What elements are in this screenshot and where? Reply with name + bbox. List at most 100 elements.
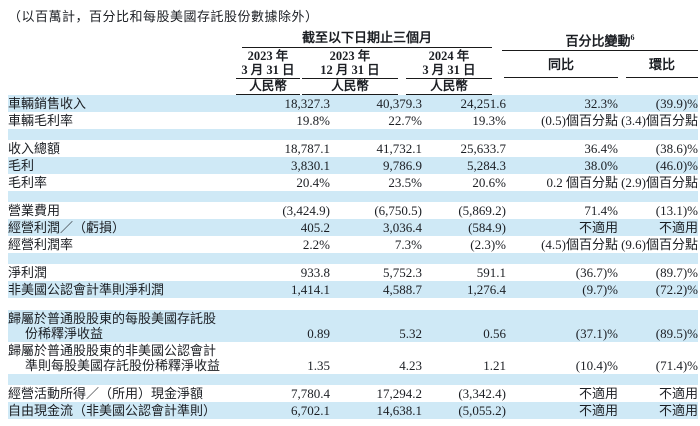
value-cell: 7,780.4 <box>291 386 330 401</box>
period-col-header-2: 2023 年 12 月 31 日 <box>302 49 398 79</box>
value-cell: 不適用 <box>658 403 698 418</box>
value-cell: 不適用 <box>658 386 698 401</box>
value-cell: 933.8 <box>300 265 330 280</box>
value-cell: (10.4)% <box>575 358 618 373</box>
value-cell: 23.5% <box>388 175 422 190</box>
currency-label-1: 人民幣 <box>236 80 300 95</box>
value-cell: (72.2)% <box>655 282 698 297</box>
change-group-header: 百分比變動6 <box>502 31 698 52</box>
currency-label-3: 人民幣 <box>406 80 492 95</box>
value-cell: 19.3% <box>472 113 506 128</box>
value-cell: 2.2% <box>302 237 330 252</box>
value-cell: (71.4)% <box>655 358 698 373</box>
table-row: 毛利 3,830.1 9,786.9 5,284.3 38.0% (46.0)% <box>8 157 698 174</box>
row-label: 淨利潤 <box>8 265 48 280</box>
financial-table: 車輛銷售收入 18,327.3 40,379.3 24,251.6 32.3% (39.9… <box>8 95 698 419</box>
row-label: 毛利率 <box>8 175 48 190</box>
value-cell: 25,633.7 <box>460 141 507 156</box>
value-cell: 405.2 <box>300 220 330 235</box>
row-label: 歸屬於普通股股東的每股美國存託股份稀釋淨收益 <box>8 311 217 341</box>
value-cell: (9.7)% <box>582 282 618 297</box>
table-row: 車輛毛利率 19.8% 22.7% 19.3% (0.5)個百分點 (3.4)個百分點 <box>8 112 698 129</box>
value-cell: 1.35 <box>307 358 330 373</box>
row-label: 非美國公認會計準則淨利潤 <box>8 282 165 297</box>
period-col-date: 3 月 31 日 <box>422 63 476 77</box>
table-row: 非美國公認會計準則淨利潤 1,414.1 4,588.7 1,276.4 (9.7)% (… <box>8 281 698 298</box>
footnote-superscript: 6 <box>630 33 635 42</box>
period-col-header-3: 2024 年 3 月 31 日 <box>406 49 492 79</box>
value-cell: 32.3% <box>584 96 618 111</box>
value-cell: (9.6)個百分點 <box>621 237 698 252</box>
qoq-col-header: 環比 <box>626 49 698 78</box>
value-cell: (3.4)個百分點 <box>621 113 698 128</box>
value-cell: 9,786.9 <box>383 158 422 173</box>
value-cell: 22.7% <box>388 113 422 128</box>
value-cell: 6,702.1 <box>291 403 330 418</box>
spacer-row <box>8 129 698 140</box>
row-label: 經營利潤／（虧損） <box>8 220 126 235</box>
table-row: 歸屬於普通股股東的非美國公認會計準則每股美國存託股份稀釋淨收益 1.35 4.23 1… <box>8 342 698 374</box>
table-body: 車輛銷售收入 18,327.3 40,379.3 24,251.6 32.3% (39.9… <box>8 95 698 419</box>
period-col-header-1: 2023 年 3 月 31 日 <box>236 49 300 79</box>
row-label: 經營利潤率 <box>8 237 74 252</box>
period-group-header: 截至以下日期止三個月 <box>242 31 492 48</box>
value-cell: 38.0% <box>584 158 618 173</box>
row-label: 車輛毛利率 <box>8 113 74 128</box>
value-cell: 41,732.1 <box>376 141 423 156</box>
value-cell: 4.23 <box>399 358 422 373</box>
row-label: 營業費用 <box>8 203 61 218</box>
spacer-cell <box>8 298 698 310</box>
spacer-row <box>8 374 698 385</box>
value-cell: 不適用 <box>658 220 698 235</box>
value-cell: 0.56 <box>483 326 506 341</box>
value-cell: (5,869.2) <box>458 203 506 218</box>
value-cell: (39.9)% <box>655 96 698 111</box>
value-cell: 18,787.1 <box>284 141 331 156</box>
units-note: （以百萬計，百分比和每股美國存託股份數據除外） <box>8 9 319 24</box>
spacer-row <box>8 253 698 264</box>
value-cell: 不適用 <box>578 220 618 235</box>
period-col-year: 2023 年 <box>329 49 371 63</box>
value-cell: 20.4% <box>296 175 330 190</box>
value-cell: (0.5)個百分點 <box>541 113 618 128</box>
value-cell: (4.5)個百分點 <box>541 237 618 252</box>
value-cell: (37.1)% <box>575 326 618 341</box>
value-cell: 5.32 <box>399 326 422 341</box>
value-cell: 36.4% <box>584 141 618 156</box>
value-cell: 1.21 <box>483 358 506 373</box>
value-cell: 71.4% <box>584 203 618 218</box>
value-cell: 14,638.1 <box>376 403 423 418</box>
row-label: 歸屬於普通股股東的非美國公認會計準則每股美國存託股份稀釋淨收益 <box>8 343 221 373</box>
value-cell: (89.7)% <box>655 265 698 280</box>
row-label: 經營活動所得／（所用）現金淨額 <box>8 386 204 401</box>
spacer-cell <box>8 374 698 385</box>
value-cell: 5,284.3 <box>467 158 506 173</box>
value-cell: 18,327.3 <box>284 96 331 111</box>
spacer-row <box>8 298 698 310</box>
value-cell: 1,414.1 <box>291 282 330 297</box>
value-cell: (3,342.4) <box>458 386 506 401</box>
spacer-row <box>8 191 698 202</box>
table-row: 經營活動所得／（所用）現金淨額 7,780.4 17,294.2 (3,342.4) 不… <box>8 385 698 402</box>
period-col-date: 12 月 31 日 <box>320 63 380 77</box>
currency-label-2: 人民幣 <box>302 80 398 95</box>
value-cell: (46.0)% <box>655 158 698 173</box>
value-cell: 591.1 <box>476 265 506 280</box>
value-cell: 3,036.4 <box>383 220 422 235</box>
value-cell: 40,379.3 <box>376 96 423 111</box>
table-row: 歸屬於普通股股東的每股美國存託股份稀釋淨收益 0.89 5.32 0.56 (37.1)… <box>8 310 698 342</box>
row-label: 收入總額 <box>8 141 61 156</box>
table-row: 經營利潤／（虧損） 405.2 3,036.4 (584.9) 不適用 不適用 <box>8 219 698 236</box>
yoy-col-header: 同比 <box>504 49 618 78</box>
period-group-label: 截至以下日期止三個月 <box>301 30 432 45</box>
value-cell: (584.9) <box>468 220 506 235</box>
value-cell: (5,055.2) <box>458 403 506 418</box>
value-cell: 20.6% <box>472 175 506 190</box>
value-cell: (2.9)個百分點 <box>621 175 698 190</box>
table-row: 收入總額 18,787.1 41,732.1 25,633.7 36.4% (38.6)% <box>8 140 698 157</box>
table-row: 淨利潤 933.8 5,752.3 591.1 (36.7)% (89.7)% <box>8 264 698 281</box>
table-row: 毛利率 20.4% 23.5% 20.6% 0.2 個百分點 (2.9)個百分點 <box>8 174 698 191</box>
table-row: 自由現金流（非美國公認會計準則） 6,702.1 14,638.1 (5,055.2)… <box>8 402 698 419</box>
value-cell: 0.89 <box>307 326 330 341</box>
value-cell: 3,830.1 <box>291 158 330 173</box>
